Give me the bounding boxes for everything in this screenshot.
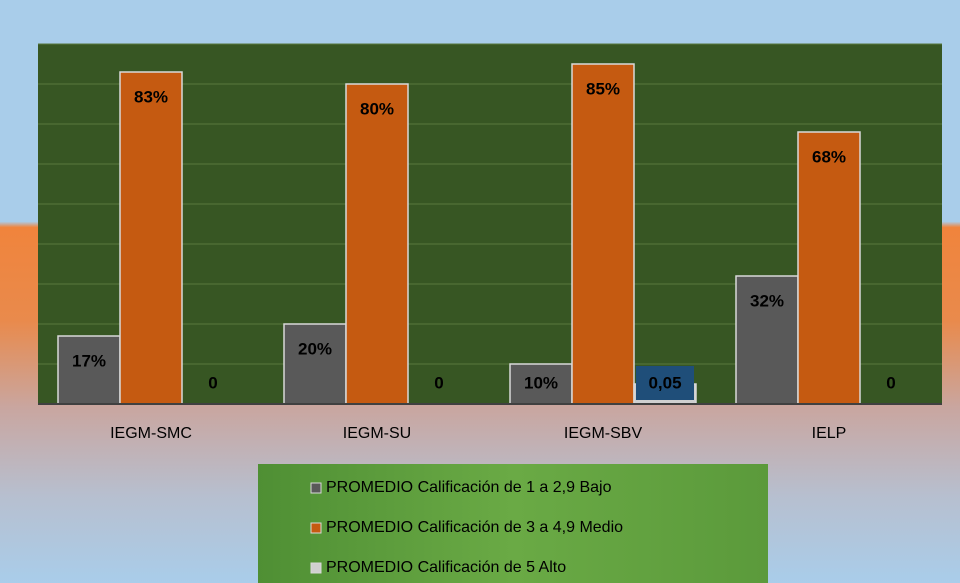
- data-label: 80%: [360, 99, 394, 118]
- data-label: 0: [208, 373, 217, 392]
- data-label: 17%: [72, 351, 106, 370]
- data-label: 0: [434, 373, 443, 392]
- legend-marker: [310, 522, 322, 534]
- legend-box: [258, 464, 768, 583]
- x-tick-label: IEGM-SBV: [564, 425, 643, 442]
- x-tick-label: IELP: [812, 425, 847, 442]
- legend-marker: [310, 562, 322, 574]
- data-label: 83%: [134, 87, 168, 106]
- bar: [571, 63, 635, 405]
- data-label: 85%: [586, 79, 620, 98]
- data-label: 0: [886, 373, 895, 392]
- data-label: 32%: [750, 291, 784, 310]
- legend-label: PROMEDIO Calificación de 3 a 4,9 Medio: [326, 519, 623, 536]
- data-label: 10%: [524, 373, 558, 392]
- legend-label: PROMEDIO Calificación de 1 a 2,9 Bajo: [326, 479, 612, 496]
- legend-label: PROMEDIO Calificación de 5 Alto: [326, 559, 566, 576]
- bar: [345, 83, 409, 405]
- x-tick-label: IEGM-SU: [343, 425, 411, 442]
- bar: [797, 131, 861, 405]
- bar: [735, 275, 799, 405]
- bar: [283, 323, 347, 405]
- data-label: 0,05: [648, 373, 681, 392]
- data-label: 20%: [298, 339, 332, 358]
- x-tick-label: IEGM-SMC: [110, 425, 192, 442]
- data-label: 68%: [812, 147, 846, 166]
- bar: [119, 71, 183, 405]
- data-label-box: [636, 366, 694, 400]
- legend-marker: [310, 482, 322, 494]
